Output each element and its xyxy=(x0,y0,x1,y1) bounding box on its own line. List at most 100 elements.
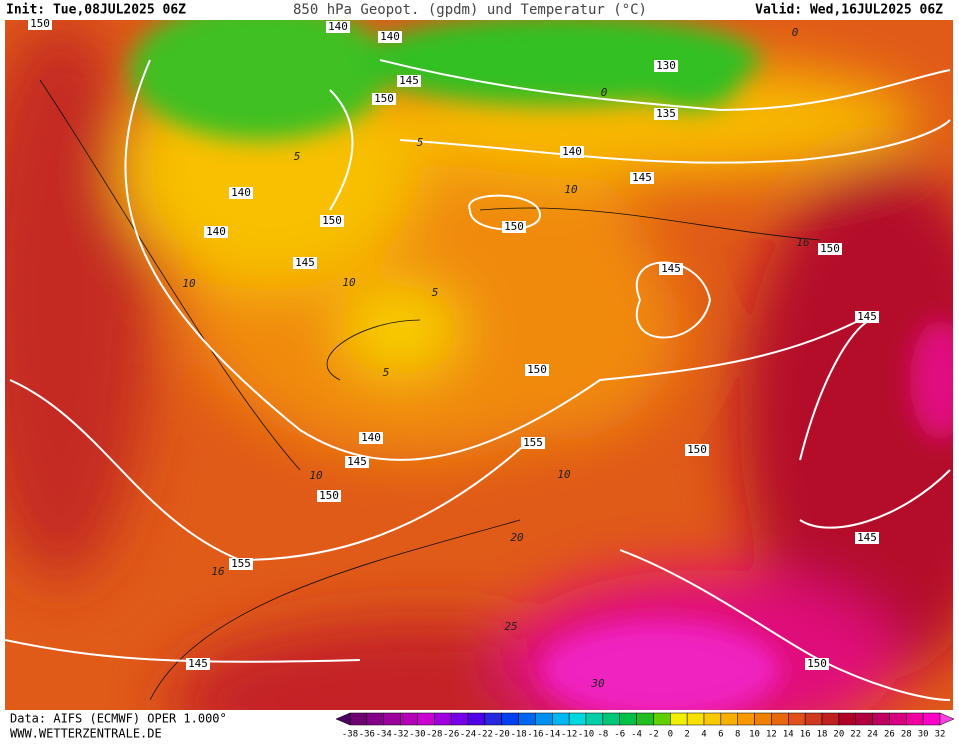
colorbar-swatch xyxy=(855,712,873,726)
geopotential-label: 145 xyxy=(857,310,877,323)
temperature-label: 10 xyxy=(342,276,356,289)
geopotential-label: 150 xyxy=(527,363,547,376)
colorbar-label: -18 xyxy=(510,730,526,740)
colorbar-arrow xyxy=(335,712,351,726)
geopotential-label: 140 xyxy=(328,20,348,33)
colorbar-swatch xyxy=(585,712,604,726)
geopotential-label: 150 xyxy=(687,443,707,456)
label-box xyxy=(630,172,654,184)
colorbar-label: 10 xyxy=(749,730,760,740)
colorbar-label: 28 xyxy=(901,730,912,740)
geopotential-label: 145 xyxy=(857,531,877,544)
temperature-label: 10 xyxy=(557,468,571,481)
label-box xyxy=(229,187,253,199)
colorbar-label: -8 xyxy=(597,730,608,740)
colorbar-swatch xyxy=(838,712,856,726)
geopotential-label: 140 xyxy=(361,431,381,444)
colorbar-label: 0 xyxy=(668,730,673,740)
label-box xyxy=(560,146,584,158)
label-box xyxy=(372,93,396,105)
colorbar-label: 22 xyxy=(850,730,861,740)
colorbar-label: 14 xyxy=(783,730,794,740)
init-time: Init: Tue,08JUL2025 06Z xyxy=(6,3,186,18)
colorbar: -38 -36 -34 -32 -30 -28 -26 -24 -22 -20 -18 -16 -14-… xyxy=(335,712,955,740)
colorbar-label: 32 xyxy=(935,730,946,740)
colorbar-swatch xyxy=(400,712,418,726)
colorbar-label: 26 xyxy=(884,730,895,740)
geopotential-label: 150 xyxy=(504,220,524,233)
colorbar-label: -22 xyxy=(477,730,493,740)
label-box xyxy=(345,456,369,468)
colorbar-label: -12 xyxy=(561,730,577,740)
colorbar-swatch xyxy=(720,712,738,726)
temperature-label: 16 xyxy=(211,565,225,578)
colorbar-label: -30 xyxy=(409,730,425,740)
geopotential-label: 145 xyxy=(295,256,315,269)
label-box xyxy=(855,311,879,323)
temperature-label: 5 xyxy=(432,286,439,299)
temperature-label: 30 xyxy=(590,677,605,690)
colorbar-label: -26 xyxy=(443,730,459,740)
colorbar-label: -14 xyxy=(544,730,560,740)
label-box xyxy=(654,108,678,120)
geopotential-label: 155 xyxy=(231,557,251,570)
geopotential-label: 130 xyxy=(656,59,676,72)
colorbar-label: -32 xyxy=(392,730,408,740)
geopotential-label: 150 xyxy=(374,92,394,105)
colorbar-label: 8 xyxy=(735,730,740,740)
colorbar-swatch xyxy=(754,712,772,726)
colorbar-swatch xyxy=(804,712,823,726)
colorbar-swatch xyxy=(366,712,384,726)
label-box xyxy=(186,658,210,670)
colorbar-label: 4 xyxy=(701,730,706,740)
valid-time: Valid: Wed,16JUL2025 06Z xyxy=(755,3,943,18)
geopotential-label: 145 xyxy=(188,657,208,670)
temperature-label: 10 xyxy=(182,277,196,290)
geopotential-label: 150 xyxy=(322,214,342,227)
temperature-label: 10 xyxy=(564,183,578,196)
geopotential-label: 150 xyxy=(807,657,827,670)
label-box xyxy=(818,243,842,255)
label-box xyxy=(293,257,317,269)
colorbar-swatch xyxy=(568,712,587,726)
colorbar-label: 20 xyxy=(833,730,844,740)
colorbar-swatch xyxy=(922,712,941,726)
colorbar-swatch xyxy=(889,712,907,726)
geopotential-label: 145 xyxy=(632,171,652,184)
label-box xyxy=(521,437,545,449)
temperature-label: 5 xyxy=(417,136,424,149)
colorbar-swatch xyxy=(602,712,620,726)
colorbar-label: -4 xyxy=(631,730,642,740)
colorbar-swatch xyxy=(518,712,536,726)
label-box xyxy=(204,226,228,238)
label-box xyxy=(654,60,678,72)
temperature-label: 16 xyxy=(796,236,810,249)
colorbar-swatch xyxy=(636,712,654,726)
colorbar-label: -16 xyxy=(527,730,543,740)
colorbar-swatch xyxy=(619,712,637,726)
temperature-label: 25 xyxy=(504,620,517,633)
data-source: Data: AIFS (ECMWF) OPER 1.000° xyxy=(10,712,227,726)
label-box xyxy=(397,75,421,87)
colorbar-label: 2 xyxy=(684,730,689,740)
colorbar-label: 24 xyxy=(867,730,878,740)
geopotential-label: 140 xyxy=(206,225,226,238)
colorbar-swatch xyxy=(349,712,368,726)
colorbar-swatch xyxy=(535,712,553,726)
website: WWW.WETTERZENTRALE.DE xyxy=(10,727,162,741)
colorbar-swatch xyxy=(872,712,890,726)
geopotential-label: 150 xyxy=(319,489,339,502)
colorbar-swatch xyxy=(771,712,789,726)
label-box xyxy=(685,444,709,456)
geopotential-label: 140 xyxy=(380,30,400,43)
colorbar-label: -36 xyxy=(359,730,375,740)
map-title: 850 hPa Geopot. (gpdm) und Temperatur (°… xyxy=(293,2,647,18)
temperature-label: 20 xyxy=(510,531,524,544)
colorbar-swatch xyxy=(906,712,924,726)
geopotential-label: 145 xyxy=(661,262,681,275)
label-box xyxy=(317,490,341,502)
geopotential-label: 145 xyxy=(347,455,367,468)
label-box xyxy=(229,558,253,570)
